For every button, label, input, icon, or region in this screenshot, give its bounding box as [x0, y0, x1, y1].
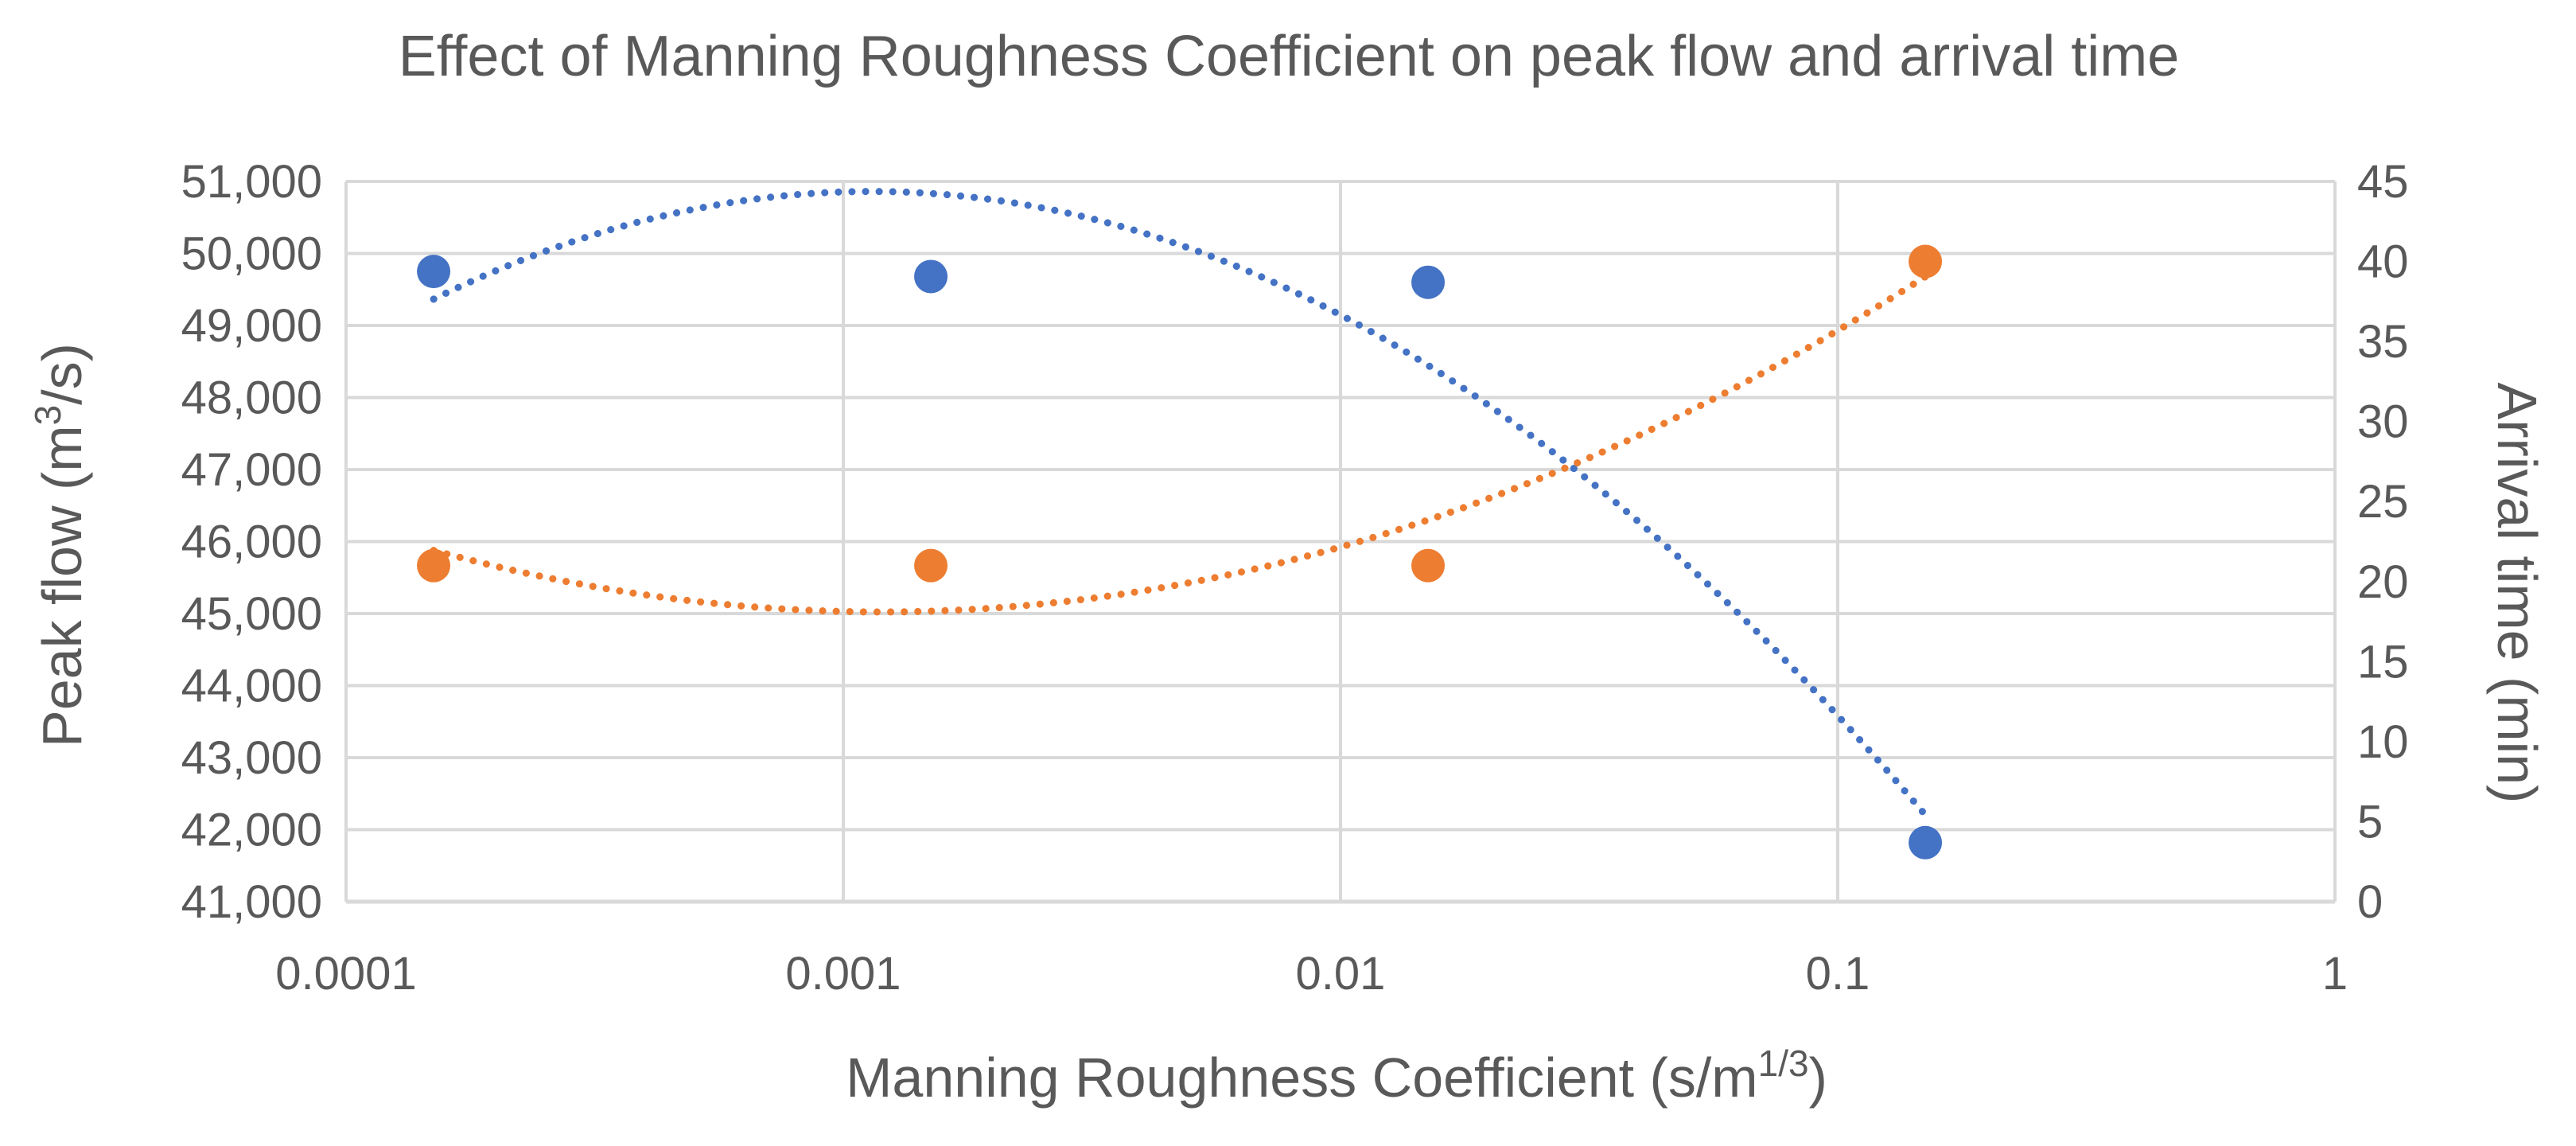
- x-axis-title-base: Manning Roughness Coefficient (s/m: [846, 1047, 1758, 1109]
- data-point-peak-flow: [417, 255, 451, 289]
- y-left-axis-title-close: /s): [31, 343, 93, 405]
- y-left-tick-label: 42,000: [181, 805, 322, 856]
- gridlines: [344, 180, 2337, 903]
- y-right-tick-label: 15: [2357, 636, 2409, 688]
- y-right-tick-label: 10: [2357, 716, 2409, 768]
- y-right-tick-label: 5: [2357, 796, 2383, 848]
- trendline-arrival-time: [430, 273, 1929, 616]
- y-left-tick-label: 48,000: [181, 372, 322, 424]
- trendline-peak-flow: [430, 188, 1929, 819]
- y-left-tick-label: 51,000: [181, 156, 322, 208]
- y-left-axis-title-base: Peak flow (m: [31, 425, 93, 747]
- y-right-tick-label: 45: [2357, 156, 2409, 208]
- y-left-tick-label: 49,000: [181, 300, 322, 352]
- y-left-tick-label: 41,000: [181, 876, 322, 928]
- data-point-arrival-time: [417, 548, 451, 583]
- y-right-tick-label: 30: [2357, 396, 2409, 448]
- trendlines: [430, 188, 1929, 819]
- y-left-tick-label: 47,000: [181, 444, 322, 496]
- data-point-arrival-time: [1411, 548, 1446, 583]
- y-left-axis-title-sup: 3: [27, 405, 68, 426]
- data-points: [417, 244, 1943, 860]
- x-axis-title-close: ): [1809, 1047, 1827, 1109]
- y-left-tick-label: 45,000: [181, 588, 322, 640]
- tick-labels: 41,000 42,000 43,000 44,000 45,000 46,000 47,0…: [181, 156, 2409, 1000]
- y-left-tick-label: 50,000: [181, 228, 322, 280]
- y-right-tick-label: 20: [2357, 556, 2409, 608]
- y-right-tick-label: 40: [2357, 236, 2409, 288]
- data-point-peak-flow: [1909, 825, 1943, 860]
- x-tick-label: 1: [2322, 948, 2348, 1000]
- x-axis-title-sup: 1/3: [1758, 1043, 1809, 1084]
- y-right-tick-label: 25: [2357, 476, 2409, 528]
- y-right-axis-title: Arrival time (min): [2486, 383, 2548, 804]
- x-axis-title: Manning Roughness Coefficient (s/m1/3): [846, 1043, 1827, 1109]
- y-left-axis-title: Peak flow (m3/s): [27, 343, 93, 747]
- y-left-tick-label: 43,000: [181, 732, 322, 784]
- data-point-arrival-time: [914, 548, 948, 583]
- y-left-tick-label: 44,000: [181, 661, 322, 712]
- data-point-arrival-time: [1909, 244, 1943, 279]
- y-right-tick-label: 35: [2357, 316, 2409, 368]
- x-tick-label: 0.1: [1806, 948, 1870, 1000]
- data-point-peak-flow: [914, 259, 948, 294]
- y-right-tick-label: 0: [2357, 876, 2383, 928]
- y-left-tick-label: 46,000: [181, 516, 322, 568]
- chart-title: Effect of Manning Roughness Coefficient …: [399, 25, 2180, 88]
- x-tick-label: 0.01: [1296, 948, 1386, 1000]
- data-point-peak-flow: [1411, 265, 1446, 299]
- x-tick-label: 0.001: [785, 948, 901, 1000]
- x-tick-label: 0.0001: [275, 948, 416, 1000]
